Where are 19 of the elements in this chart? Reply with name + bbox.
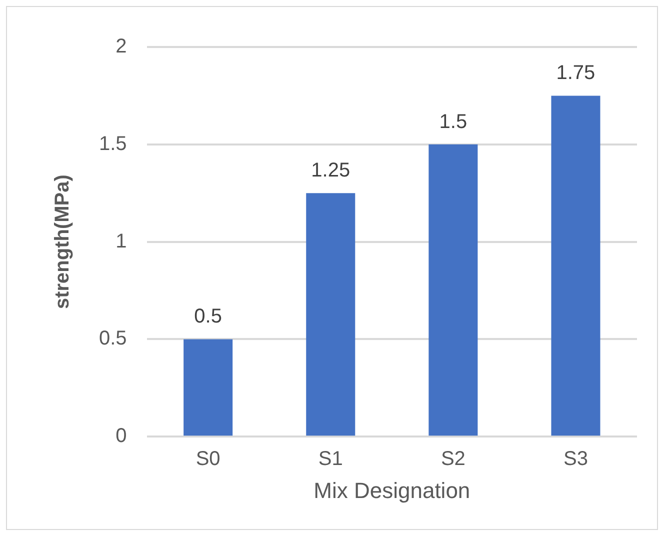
y-tick-label: 0 (116, 425, 127, 448)
data-label: 0.5 (194, 306, 222, 328)
x-tick-label: S3 (563, 448, 588, 470)
y-tick-label: 1.5 (98, 132, 127, 155)
y-tick-label: 1 (116, 230, 127, 252)
x-tick-label: S1 (318, 448, 343, 470)
y-axis-title: strength(MPa) (52, 174, 74, 310)
x-tick-label: S0 (196, 448, 220, 470)
bar (428, 144, 478, 436)
data-label: 1.25 (311, 160, 350, 182)
x-tick-label: S2 (440, 448, 466, 470)
bar (306, 193, 356, 436)
data-label: 1.5 (439, 110, 468, 133)
x-axis-title: Mix Designation (314, 478, 470, 503)
y-tick-label: 2 (116, 36, 127, 58)
bar (184, 339, 233, 436)
data-label: 1.75 (556, 62, 596, 84)
bar (551, 96, 600, 436)
y-tick-label: 0.5 (98, 328, 127, 350)
